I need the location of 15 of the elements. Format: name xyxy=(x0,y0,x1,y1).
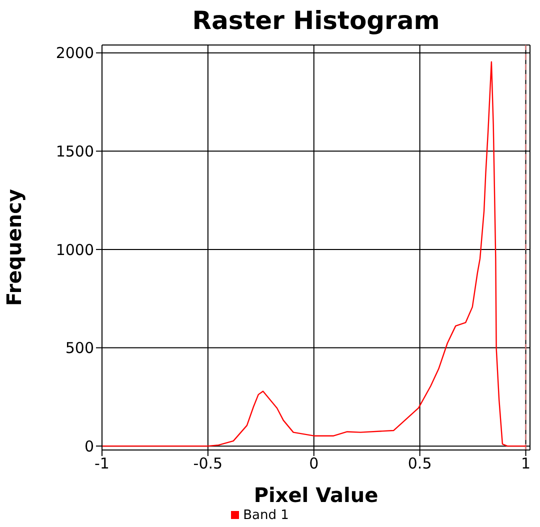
y-axis-title: Frequency xyxy=(2,188,26,306)
x-tick-label: 0.5 xyxy=(408,454,432,473)
y-tick-label: 500 xyxy=(65,339,94,358)
x-tick-label: 0 xyxy=(309,454,319,473)
y-tick-label: 2000 xyxy=(56,44,94,62)
chart-title: Raster Histogram xyxy=(191,6,441,35)
x-tick-label: -1 xyxy=(94,454,110,473)
x-tick-label: 1 xyxy=(520,454,531,473)
y-tick-label: 1000 xyxy=(56,240,94,259)
y-tick-label: 0 xyxy=(84,437,94,456)
legend-label: Band 1 xyxy=(243,508,289,523)
y-tick-label: 1500 xyxy=(56,142,94,160)
line-series xyxy=(102,61,526,447)
x-axis-title: Pixel Value xyxy=(254,483,378,507)
x-tick-label: -0.5 xyxy=(193,454,223,473)
